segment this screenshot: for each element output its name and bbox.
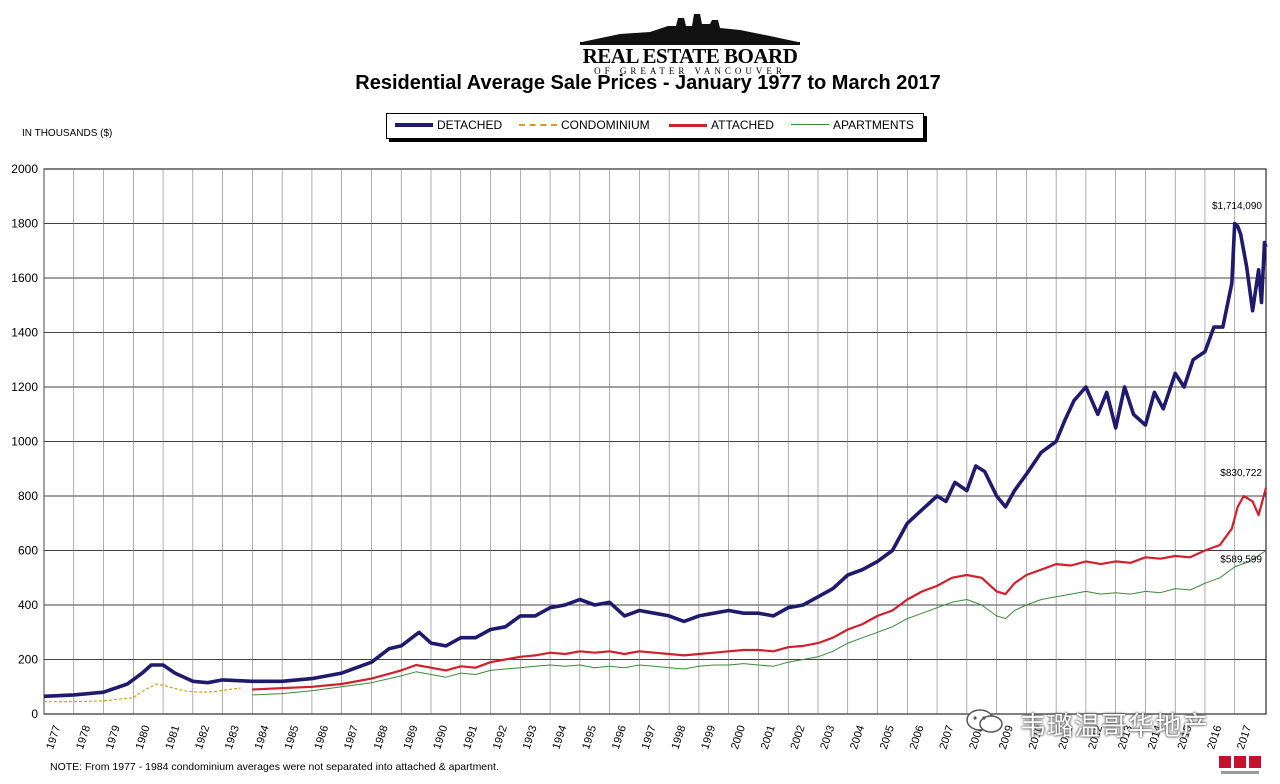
x-tick-label: 1988 bbox=[372, 724, 391, 751]
x-tick-label: 2000 bbox=[729, 724, 748, 751]
x-tick-label: 1987 bbox=[342, 724, 361, 751]
legend-label: ATTACHED bbox=[711, 118, 774, 132]
x-tick-label: 1986 bbox=[312, 724, 331, 751]
legend-label: APARTMENTS bbox=[833, 118, 914, 132]
x-tick-label: 2006 bbox=[908, 724, 927, 751]
end-value-label: $589,599 bbox=[1220, 555, 1262, 566]
x-tick-label: 2001 bbox=[759, 724, 778, 751]
y-tick-label: 2000 bbox=[11, 162, 38, 176]
x-tick-label: 1983 bbox=[223, 724, 242, 751]
x-tick-label: 1989 bbox=[402, 724, 421, 751]
logo-subtitle: OF GREATER VANCOUVER bbox=[594, 66, 786, 76]
y-tick-label: 1800 bbox=[11, 217, 38, 231]
end-value-label: $1,714,090 bbox=[1212, 201, 1262, 212]
x-tick-label: 2017 bbox=[1235, 724, 1254, 751]
x-tick-label: 1990 bbox=[431, 724, 450, 751]
x-tick-label: 1981 bbox=[163, 724, 182, 751]
x-tick-label: 2007 bbox=[937, 724, 956, 751]
legend-label: DETACHED bbox=[437, 118, 503, 132]
legend-swatch bbox=[669, 124, 707, 127]
legend-swatch bbox=[519, 124, 557, 126]
y-tick-label: 0 bbox=[31, 707, 38, 721]
x-tick-label: 1995 bbox=[580, 724, 599, 751]
x-tick-label: 1978 bbox=[74, 724, 93, 751]
series-line-attached bbox=[252, 487, 1268, 691]
x-tick-label: 2004 bbox=[848, 724, 867, 751]
x-tick-label: 2002 bbox=[789, 724, 808, 751]
y-tick-label: 400 bbox=[18, 598, 38, 612]
legend-label: CONDOMINIUM bbox=[561, 118, 650, 132]
x-tick-label: 1997 bbox=[640, 724, 659, 751]
legend-swatch bbox=[395, 123, 433, 127]
chart-legend: DETACHED CONDOMINIUM ATTACHED APARTMENTS bbox=[386, 113, 924, 139]
x-tick-label: 1998 bbox=[670, 724, 689, 751]
x-tick-label: 1982 bbox=[193, 724, 212, 751]
legend-swatch bbox=[791, 124, 829, 125]
y-tick-label: 800 bbox=[18, 489, 38, 503]
series-line-apartments bbox=[252, 550, 1267, 696]
footer-note: NOTE: From 1977 - 1984 condominium avera… bbox=[50, 761, 499, 773]
watermark: 韦璐温哥华地产 bbox=[1020, 711, 1210, 741]
x-tick-label: 1992 bbox=[491, 724, 510, 751]
y-tick-label: 1000 bbox=[11, 435, 38, 449]
y-tick-label: 1600 bbox=[11, 271, 38, 285]
mls-logo bbox=[1219, 756, 1261, 774]
chart-title: Residential Average Sale Prices - Januar… bbox=[355, 72, 941, 94]
x-tick-label: 1999 bbox=[699, 724, 718, 751]
skyline-icon bbox=[580, 14, 800, 45]
rebgv-logo: REAL ESTATE BOARD OF GREATER VANCOUVER bbox=[560, 6, 820, 76]
x-tick-label: 1980 bbox=[134, 724, 153, 751]
y-tick-label: 1400 bbox=[11, 326, 38, 340]
end-value-label: $830,722 bbox=[1220, 468, 1262, 479]
x-tick-label: 1996 bbox=[610, 724, 629, 751]
y-tick-label: 600 bbox=[18, 544, 38, 558]
x-tick-label: 1991 bbox=[461, 724, 480, 751]
wechat-icon bbox=[966, 709, 1003, 733]
x-tick-label: 1984 bbox=[253, 724, 272, 751]
y-tick-label: 1200 bbox=[11, 380, 38, 394]
x-tick-label: 2005 bbox=[878, 724, 897, 751]
series-line-detached bbox=[43, 221, 1268, 699]
x-tick-label: 1985 bbox=[283, 724, 302, 751]
y-tick-label: 200 bbox=[18, 653, 38, 667]
x-tick-label: 1979 bbox=[104, 724, 123, 751]
x-tick-label: 1994 bbox=[550, 724, 569, 751]
logo-name: REAL ESTATE BOARD bbox=[582, 44, 798, 68]
x-tick-label: 1977 bbox=[44, 724, 63, 751]
series-line-condominium bbox=[44, 683, 241, 703]
x-tick-label: 2003 bbox=[818, 724, 837, 751]
x-tick-label: 1993 bbox=[521, 724, 540, 751]
y-unit-label: IN THOUSANDS ($) bbox=[22, 128, 113, 139]
